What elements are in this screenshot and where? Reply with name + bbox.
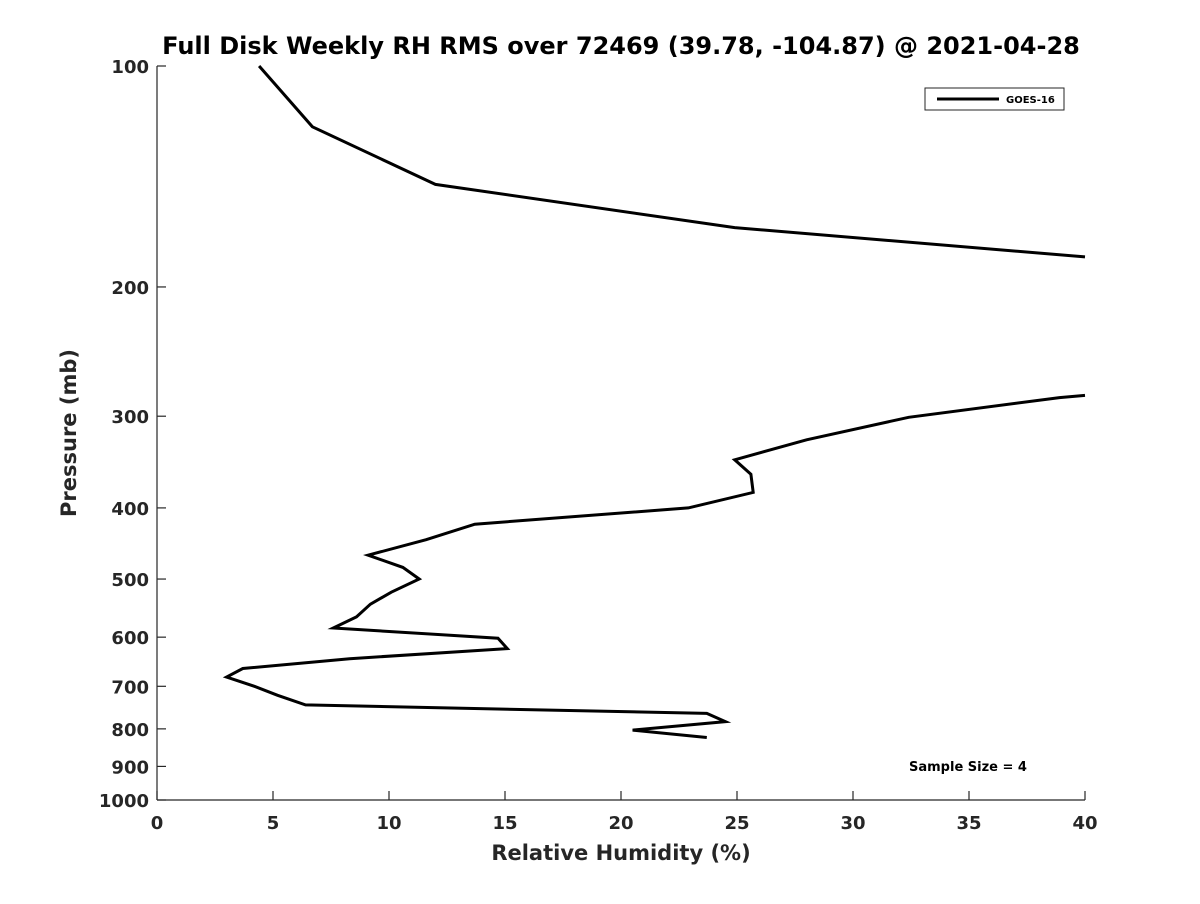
x-tick-label: 10 [376,813,401,834]
y-tick-label: 500 [111,570,149,591]
x-tick-label: 5 [267,813,280,834]
y-tick-label: 200 [111,278,149,299]
x-tick-label: 30 [840,813,865,834]
y-tick-label: 1000 [99,791,149,812]
y-tick-label: 100 [111,57,149,78]
y-axis-title: Pressure (mb) [57,349,81,517]
series-line-goes-16 [257,65,1086,259]
y-tick-label: 400 [111,499,149,520]
x-axis-title: Relative Humidity (%) [491,841,750,865]
x-tick-label: 35 [956,813,981,834]
legend: GOES-16 [924,87,1065,111]
legend-label-goes-16: GOES-16 [1006,95,1055,106]
plot-frame [157,66,1085,800]
x-axis-ticks: 0 5 10 15 20 25 30 35 40 [151,791,1098,834]
y-axis-ticks: 100 200 300 400 500 600 700 800 900 1000 [99,57,166,812]
x-tick-label: 40 [1072,813,1097,834]
y-tick-label: 600 [111,628,149,649]
x-tick-label: 15 [492,813,517,834]
series-line-goes-16 [222,393,1086,739]
series-group [222,65,1086,739]
y-tick-label: 300 [111,407,149,428]
x-tick-label: 0 [151,813,164,834]
y-tick-label: 700 [111,677,149,698]
sample-size-annotation: Sample Size = 4 [909,760,1027,775]
x-tick-label: 25 [724,813,749,834]
y-tick-label: 800 [111,720,149,741]
chart-title: Full Disk Weekly RH RMS over 72469 (39.7… [162,32,1080,60]
x-tick-label: 20 [608,813,633,834]
y-tick-label: 900 [111,757,149,778]
